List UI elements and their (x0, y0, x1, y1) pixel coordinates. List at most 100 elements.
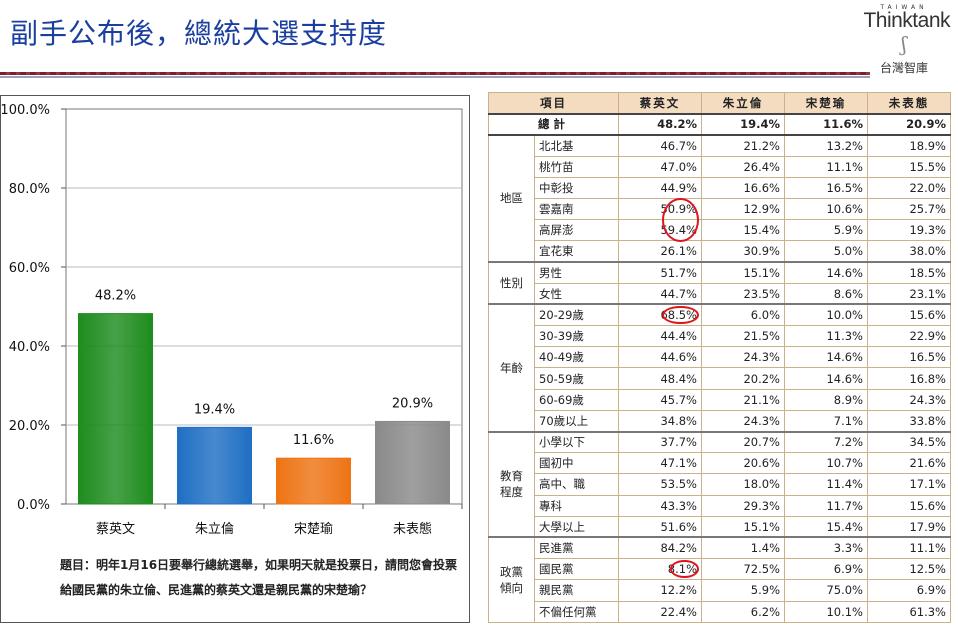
table-row-label: 國民黨 (534, 558, 619, 581)
table-cell: 15.4% (784, 515, 868, 538)
table-cell: 6.9% (784, 558, 868, 581)
table-cell: 15.1% (701, 515, 785, 538)
logo-seal-icon: ʃ (901, 32, 907, 56)
page-title: 副手公布後，總統大選支持度 (10, 17, 388, 50)
table-cell: 20.7% (701, 430, 785, 454)
survey-question: 題目：明年1月16日要舉行總統選舉，如果明天就是投票日，請問您會投票給國民黨的朱… (60, 558, 458, 597)
table-group-label: 政黨 傾向 (488, 536, 535, 623)
table-row: 50-59歲 48.4% 20.2% 14.6% 16.8% (489, 367, 951, 390)
table-header-cell: 未表態 (867, 91, 951, 115)
table-cell: 18.5% (867, 260, 951, 284)
table-cell: 15.6% (867, 494, 951, 517)
table-cell: 24.3% (701, 409, 785, 433)
table-cell: 23.1% (867, 282, 951, 305)
table-cell: 14.6% (784, 346, 868, 369)
x-tick-label: 蔡英文 (96, 522, 135, 537)
table-cell: 16.6% (701, 176, 785, 199)
table-group-label: 地區 (488, 133, 535, 263)
table-cell: 8.1% (618, 558, 702, 581)
logo-subtitle: 台灣智庫 (879, 61, 928, 75)
table-cell: 16.5% (784, 176, 868, 199)
table-row: 國民黨 8.1% 72.5% 6.9% 12.5% (489, 558, 951, 581)
table-row-label: 宜花東 (534, 240, 619, 263)
bar-蔡英文 (78, 313, 153, 505)
table-cell: 51.6% (618, 515, 702, 538)
table-row: 40-49歲 44.6% 24.3% 14.6% 16.5% (489, 346, 951, 369)
table-cell: 22.0% (867, 176, 951, 199)
table-row-label: 大學以上 (534, 515, 619, 538)
table-cell: 11.7% (784, 494, 868, 517)
table-row-label: 中彰投 (534, 176, 619, 199)
table-cell: 47.0% (618, 155, 702, 178)
table-row-label: 桃竹苗 (534, 155, 619, 178)
table-cell: 12.5% (867, 558, 951, 581)
table-cell: 15.4% (701, 219, 785, 242)
table-cell: 8.6% (784, 282, 868, 305)
table-cell: 37.7% (618, 430, 702, 454)
table-row: 桃竹苗 47.0% 26.4% 11.1% 15.5% (489, 155, 951, 178)
header-divider (0, 72, 870, 78)
table-cell: 33.8% (867, 409, 951, 433)
table-cell: 11.4% (784, 473, 868, 496)
highlight-circle: 68.5% (660, 308, 697, 323)
bar-宋楚瑜 (276, 457, 351, 505)
table-row-label: 雲嘉南 (534, 197, 619, 221)
table-cell: 30.9% (701, 240, 785, 263)
table-header-cell: 朱立倫 (701, 91, 785, 115)
table-row-label: 高屏澎 (534, 219, 619, 242)
logo-name: Thinktank (863, 9, 950, 32)
table-cell: 22.9% (867, 325, 951, 348)
table-cell: 34.5% (867, 430, 951, 454)
table-row: 地區 北北基 46.7% 21.2% 13.2% 18.9% (488, 133, 951, 263)
table-cell: 6.2% (701, 600, 785, 623)
table-row: 雲嘉南 50.9% 12.9% 10.6% 25.7% (489, 197, 951, 221)
table-cell: 44.6% (618, 346, 702, 369)
y-tick-label: 60.0% (9, 261, 50, 276)
table-cell: 26.1% (618, 240, 702, 263)
table-row: 高屏澎 59.4% 15.4% 5.9% 19.3% (489, 219, 951, 242)
data-label: 11.6% (293, 433, 334, 448)
data-label: 48.2% (95, 289, 136, 304)
y-tick-label: 20.0% (9, 419, 50, 434)
highlight-circle: 8.1% (667, 562, 697, 577)
table-row-label: 高中、職 (534, 473, 619, 496)
table-row: 親民黨 12.2% 5.9% 75.0% 6.9% (489, 579, 951, 602)
table-cell: 45.7% (618, 388, 702, 411)
table-row: 年齡 20-29歲 68.5% 6.0% 10.0% 15.6% (488, 303, 951, 433)
table-cell: 84.2% (618, 536, 702, 560)
crosstab-table-container: 項目 蔡英文 朱立倫 宋楚瑜 未表態 總計 48.2% 19.4% 11.6% 20.9% 地區 北北… (488, 91, 958, 623)
table-row-label: 20-29歲 (534, 303, 619, 327)
table-cell: 16.5% (867, 346, 951, 369)
table-row-label: 女性 (534, 282, 619, 305)
table-cell: 68.5% (618, 303, 702, 327)
table-cell: 23.5% (701, 282, 785, 305)
table-cell: 21.6% (867, 452, 951, 475)
table-cell: 8.9% (784, 388, 868, 411)
table-cell: 46.7% (618, 133, 702, 157)
table-row: 中彰投 44.9% 16.6% 16.5% 22.0% (489, 176, 951, 199)
logo-taiwan-text: TAIWAN (880, 4, 928, 11)
table-cell: 38.0% (867, 240, 951, 263)
crosstab-table: 項目 蔡英文 朱立倫 宋楚瑜 未表態 總計 48.2% 19.4% 11.6% 20.9% 地區 北北… (488, 91, 951, 623)
y-tick-label: 0.0% (17, 498, 50, 513)
table-cell: 11.1% (784, 155, 868, 178)
table-cell: 24.3% (701, 346, 785, 369)
table-row-label: 民進黨 (534, 536, 619, 560)
table-row: 大學以上 51.6% 15.1% 15.4% 17.9% (489, 515, 951, 538)
table-cell: 5.9% (701, 579, 785, 602)
chart-frame (0, 95, 470, 623)
table-cell: 47.1% (618, 452, 702, 475)
table-row-label: 小學以下 (534, 430, 619, 454)
table-cell: 10.0% (784, 303, 868, 327)
data-label: 19.4% (194, 402, 235, 417)
table-cell: 43.3% (618, 494, 702, 517)
table-cell: 5.9% (784, 219, 868, 242)
table-cell: 3.3% (784, 536, 868, 560)
table-row-label: 40-49歲 (534, 346, 619, 369)
table-cell: 24.3% (867, 388, 951, 411)
table-row-label: 60-69歲 (534, 388, 619, 411)
table-cell: 7.2% (784, 430, 868, 454)
table-header-row: 項目 蔡英文 朱立倫 宋楚瑜 未表態 (488, 91, 951, 115)
x-tick-label: 朱立倫 (195, 522, 234, 537)
table-row: 政黨 傾向 民進黨 84.2% 1.4% 3.3% 11.1% (488, 536, 951, 623)
